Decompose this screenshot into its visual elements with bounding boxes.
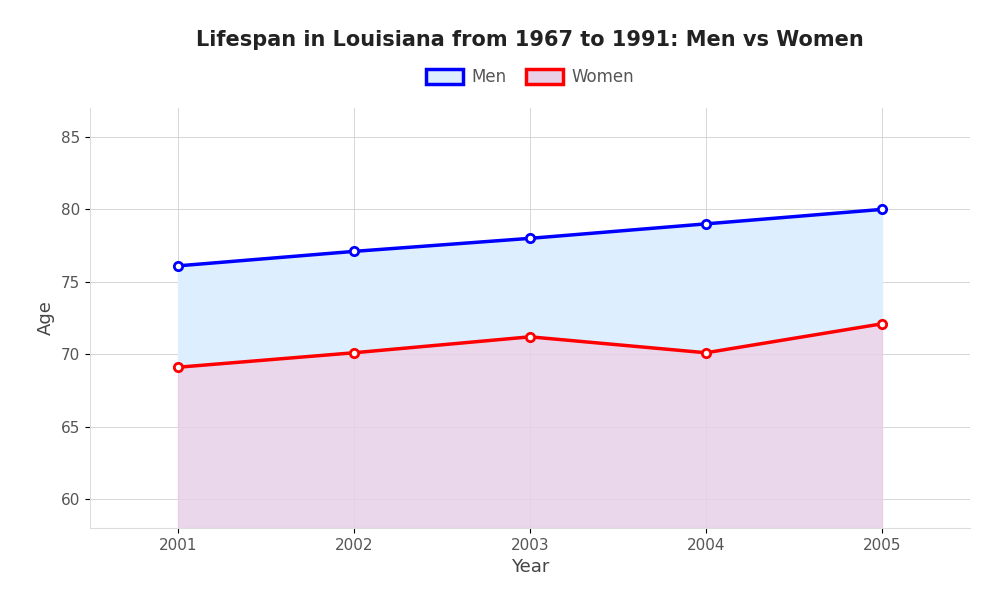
Y-axis label: Age: Age [37,301,55,335]
X-axis label: Year: Year [511,558,549,576]
Legend: Men, Women: Men, Women [419,62,641,93]
Title: Lifespan in Louisiana from 1967 to 1991: Men vs Women: Lifespan in Louisiana from 1967 to 1991:… [196,29,864,49]
